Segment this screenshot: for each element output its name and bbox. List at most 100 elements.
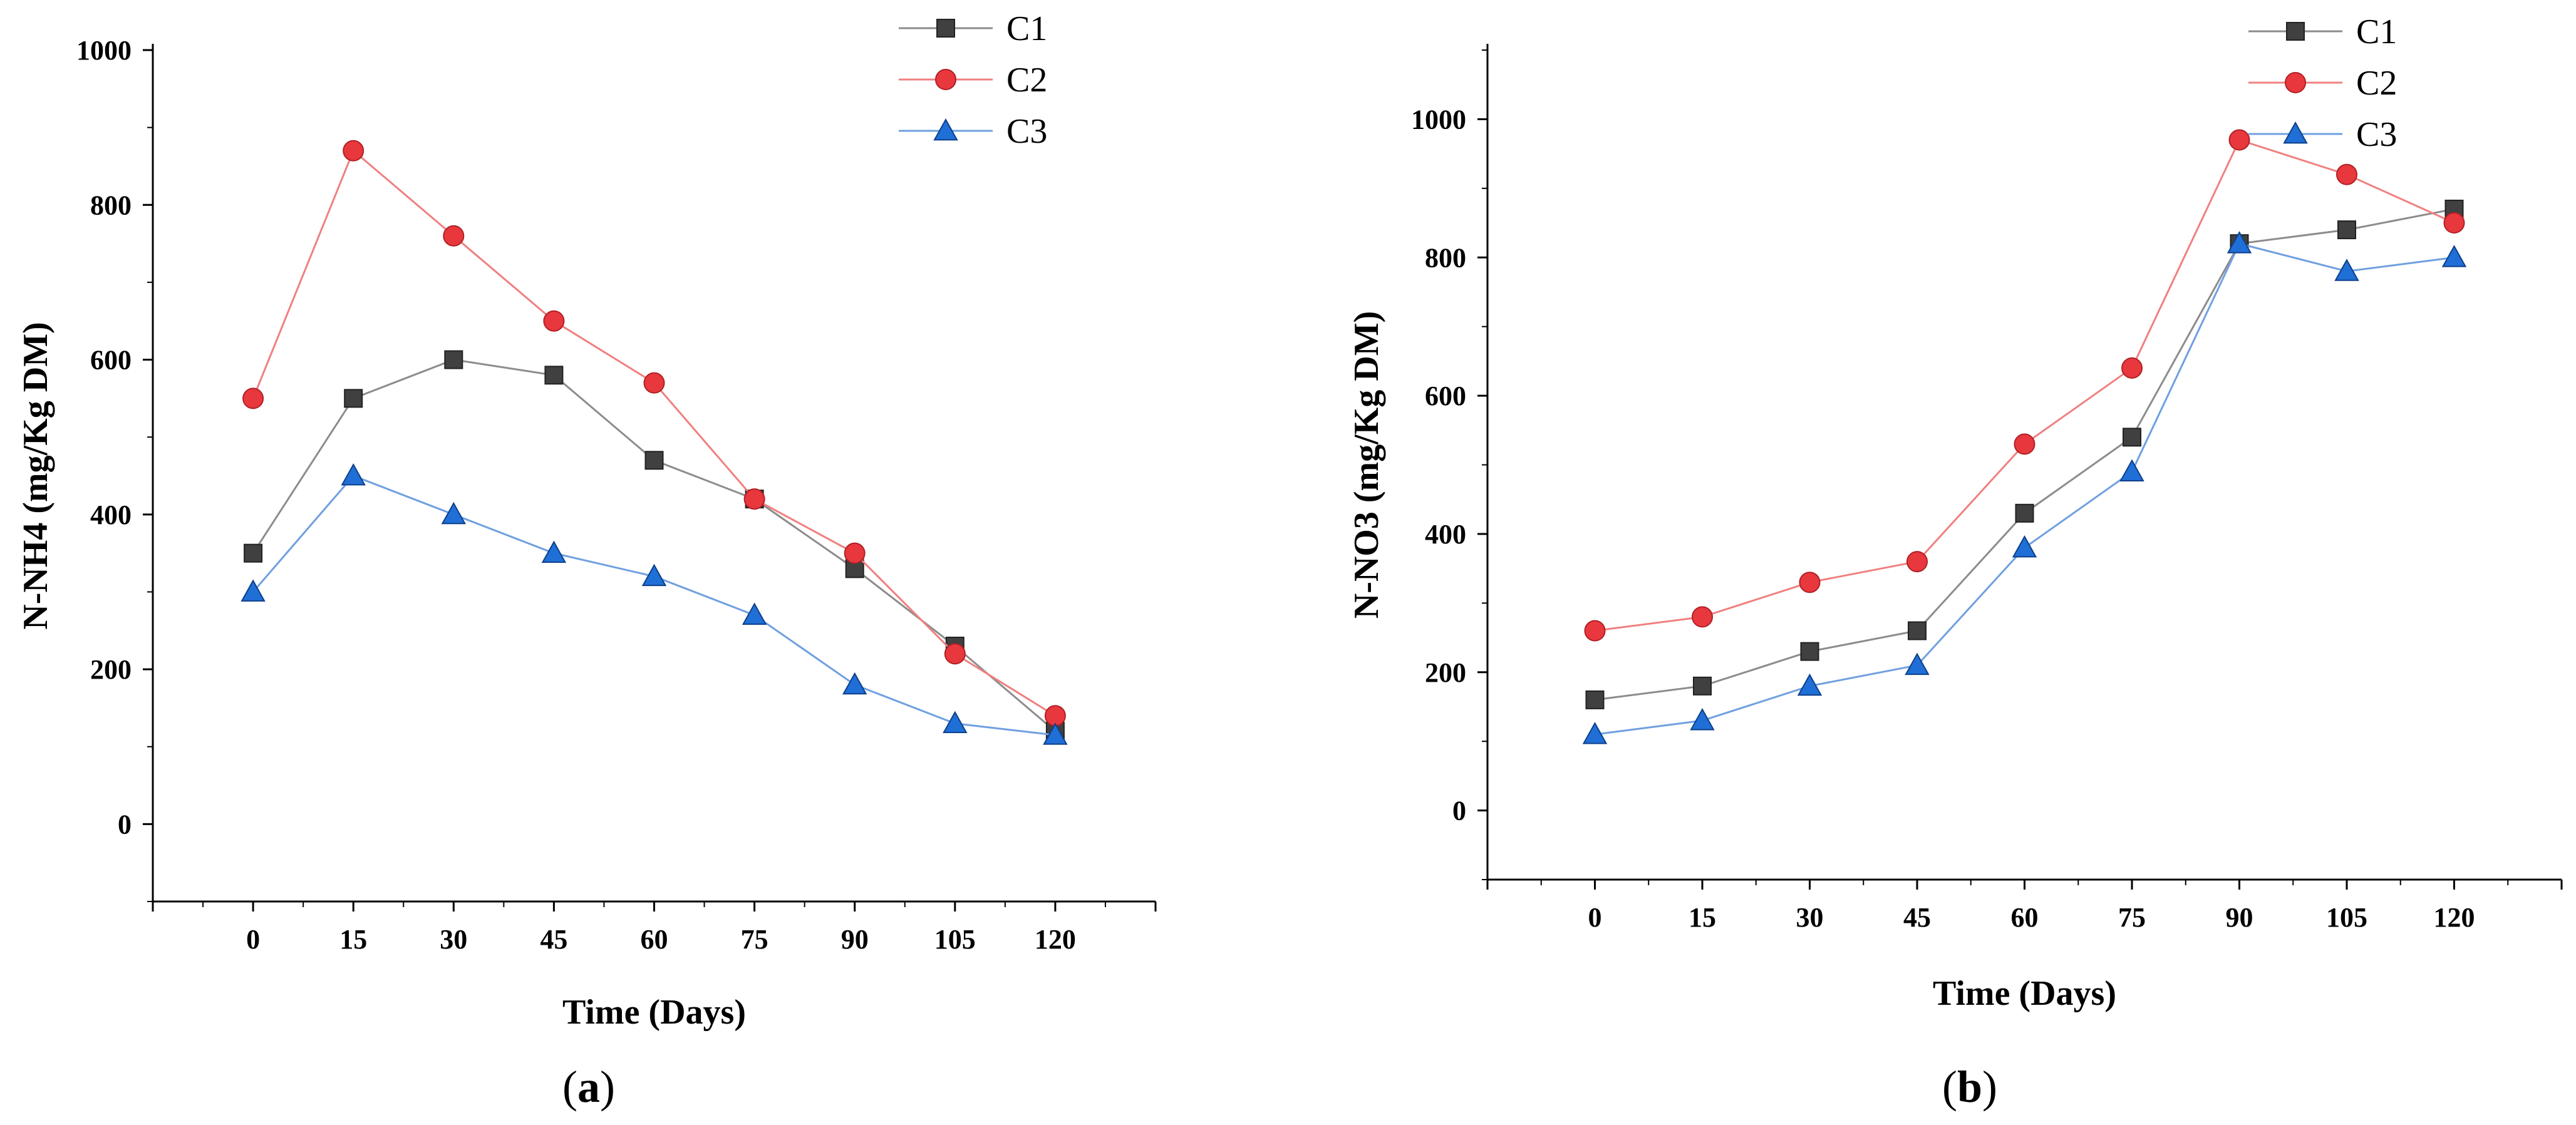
y-tick-label: 200 xyxy=(1425,657,1466,688)
x-axis-title: Time (Days) xyxy=(1933,974,2116,1013)
data-point-c2 xyxy=(643,372,665,394)
data-point-c2 xyxy=(443,225,465,247)
data-point-c1 xyxy=(444,350,463,369)
data-point-c1 xyxy=(1585,690,1605,709)
data-point-c1 xyxy=(2123,428,2141,447)
data-point-c2 xyxy=(2228,129,2250,151)
data-point-c2 xyxy=(543,310,565,332)
y-tick-label: 400 xyxy=(90,500,132,530)
y-tick-label: 200 xyxy=(90,654,132,685)
y-tick-label: 800 xyxy=(90,190,132,220)
x-axis-title: Time (Days) xyxy=(562,993,746,1032)
legend-marker-c3 xyxy=(2283,121,2308,144)
data-point-c2 xyxy=(1584,620,1606,642)
data-point-c2 xyxy=(2121,357,2143,379)
legend-label-c2: C2 xyxy=(2356,64,2397,103)
y-tick-label: 600 xyxy=(1425,381,1466,411)
data-point-c3 xyxy=(1797,673,1823,696)
chart-panel-b: 0 200 400 600 800 1000 0 15 30 45 60 75 90 105 120 Time… xyxy=(1347,13,2563,1112)
y-axis-title: N-NO3 (mg/Kg DM) xyxy=(1347,311,1386,619)
data-point-c1 xyxy=(2337,220,2356,240)
data-point-c3 xyxy=(943,711,968,734)
x-tick-label: 60 xyxy=(641,924,668,955)
legend-marker-c3 xyxy=(933,118,958,141)
series-c3-line xyxy=(252,475,1056,736)
data-point-c2 xyxy=(242,388,264,409)
series-c1 xyxy=(244,350,1065,741)
data-point-c1 xyxy=(1693,676,1712,696)
data-point-c1 xyxy=(344,389,363,408)
x-tick-label: 30 xyxy=(440,924,467,955)
legend-label-c1: C1 xyxy=(1006,9,1047,48)
data-point-c2 xyxy=(743,488,765,510)
data-point-c3 xyxy=(1582,722,1608,744)
y-tick-label: 800 xyxy=(1425,242,1466,273)
data-point-c1 xyxy=(544,366,564,385)
y-tick-label: 1000 xyxy=(76,35,132,66)
legend-marker-c2 xyxy=(2285,72,2306,93)
data-point-c3 xyxy=(2441,245,2467,267)
x-tick-label: 45 xyxy=(1903,902,1931,933)
legend-label-c2: C2 xyxy=(1006,61,1047,100)
data-point-c3 xyxy=(2334,259,2359,281)
data-point-c3 xyxy=(541,540,567,563)
series-c2 xyxy=(242,140,1066,727)
data-point-c2 xyxy=(2443,212,2465,234)
data-point-c3 xyxy=(1690,707,1715,731)
panel-caption: (a) xyxy=(562,1062,615,1112)
x-tick-label: 105 xyxy=(2326,902,2367,933)
data-point-c1 xyxy=(644,451,664,470)
caption-letter: a xyxy=(577,1062,600,1112)
x-tick-label: 75 xyxy=(741,924,768,955)
data-point-c1 xyxy=(1800,642,1819,661)
y-tick-label: 400 xyxy=(1425,519,1466,550)
legend-label-c3: C3 xyxy=(1006,112,1047,151)
data-point-c2 xyxy=(343,140,365,162)
data-point-c3 xyxy=(241,579,266,602)
caption-close-paren: ) xyxy=(600,1062,615,1112)
data-point-c3 xyxy=(441,501,466,525)
data-point-c1 xyxy=(1908,621,1927,640)
x-tick-label: 0 xyxy=(1588,902,1602,933)
data-point-c2 xyxy=(1799,572,1821,593)
x-tick-label: 90 xyxy=(841,924,869,955)
legend: C1 C2 C3 xyxy=(2248,13,2397,154)
data-point-c2 xyxy=(1692,606,1713,628)
legend: C1 C2 C3 xyxy=(899,9,1047,151)
chart-panel-a: 0 200 400 600 800 1000 0 15 30 45 60 75 90 105 120 Time… xyxy=(16,9,1157,1112)
x-tick-label: 15 xyxy=(1689,902,1716,933)
x-tick-label: 45 xyxy=(540,924,567,955)
series-c3 xyxy=(241,463,1068,745)
x-tick-label: 90 xyxy=(2226,902,2253,933)
data-point-c2 xyxy=(2336,163,2357,185)
x-tick-label: 75 xyxy=(2118,902,2146,933)
series-c3-line xyxy=(1595,242,2454,736)
x-tick-label: 60 xyxy=(2011,902,2039,933)
data-point-c3 xyxy=(341,463,366,486)
x-tick-label: 105 xyxy=(934,924,976,955)
caption-letter: b xyxy=(1957,1062,1982,1112)
data-point-c1 xyxy=(244,543,263,563)
legend-label-c1: C1 xyxy=(2356,13,2397,51)
series-c3 xyxy=(1582,231,2467,744)
data-point-c3 xyxy=(742,602,767,625)
x-tick-label: 15 xyxy=(339,924,367,955)
data-point-c2 xyxy=(944,643,966,665)
legend-label-c3: C3 xyxy=(2356,115,2397,154)
data-point-c3 xyxy=(2227,231,2252,254)
data-point-c2 xyxy=(844,542,866,564)
data-point-c3 xyxy=(2012,535,2037,558)
x-tick-label: 120 xyxy=(1035,924,1076,955)
y-axis-title: N-NH4 (mg/Kg DM) xyxy=(16,322,55,629)
data-point-c3 xyxy=(2119,459,2144,481)
x-tick-label: 30 xyxy=(1796,902,1824,933)
caption-open-paren: ( xyxy=(1942,1062,1957,1112)
data-point-c2 xyxy=(2014,433,2035,455)
series-c2 xyxy=(1584,129,2465,642)
caption-close-paren: ) xyxy=(1982,1062,1997,1112)
data-point-c2 xyxy=(1906,551,1928,573)
data-point-c3 xyxy=(641,563,667,587)
legend-marker-c1 xyxy=(936,19,955,38)
x-tick-label: 0 xyxy=(246,924,260,955)
series-c1-line xyxy=(252,359,1056,732)
